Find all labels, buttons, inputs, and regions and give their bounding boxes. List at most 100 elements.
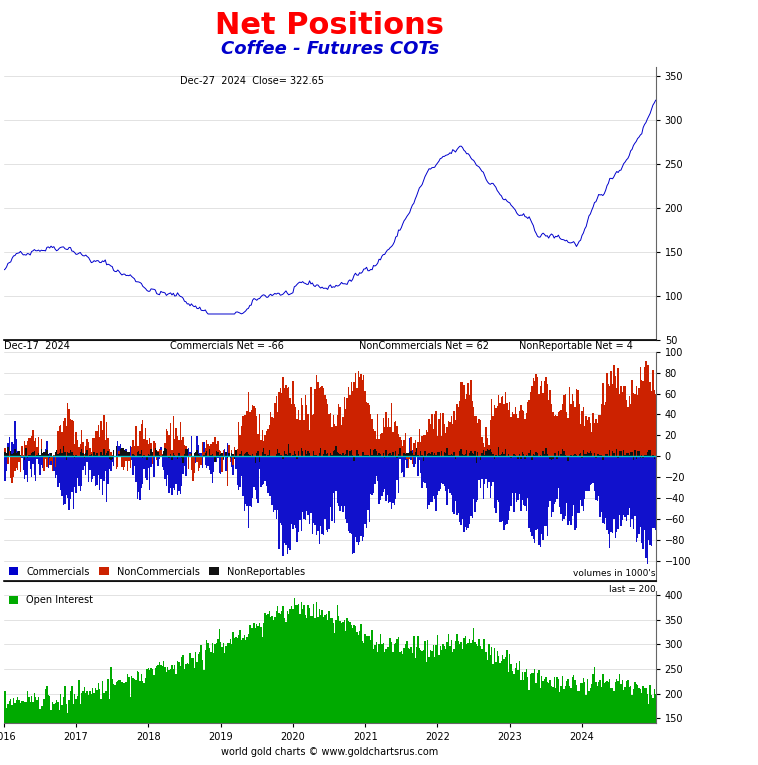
Bar <box>526 412 527 456</box>
Bar <box>198 456 199 470</box>
Bar <box>199 453 200 456</box>
Bar <box>395 422 396 456</box>
Bar <box>27 456 28 457</box>
Bar <box>448 455 449 456</box>
Bar <box>383 418 384 456</box>
Bar <box>373 649 374 765</box>
Bar <box>409 456 410 459</box>
Bar <box>362 451 363 456</box>
Bar <box>111 679 113 765</box>
Bar <box>313 414 315 456</box>
Bar <box>415 440 416 456</box>
Bar <box>86 456 88 462</box>
Bar <box>641 379 643 456</box>
Bar <box>381 644 383 765</box>
Bar <box>181 456 183 486</box>
Bar <box>195 652 196 765</box>
Bar <box>385 412 387 456</box>
Bar <box>116 456 117 469</box>
Bar <box>597 424 598 456</box>
Bar <box>177 661 178 765</box>
Bar <box>438 452 440 456</box>
Bar <box>236 639 238 765</box>
Bar <box>292 381 293 456</box>
Bar <box>120 444 121 456</box>
Bar <box>470 643 471 765</box>
Bar <box>433 456 434 496</box>
Bar <box>573 675 575 765</box>
Bar <box>88 442 89 456</box>
Bar <box>374 456 376 483</box>
Bar <box>268 425 270 456</box>
Bar <box>228 643 230 765</box>
Bar <box>235 456 236 469</box>
Bar <box>288 456 290 549</box>
Bar <box>321 456 323 457</box>
Bar <box>349 456 351 533</box>
Bar <box>512 671 513 765</box>
Bar <box>503 659 505 765</box>
Bar <box>181 440 183 456</box>
Bar <box>64 452 66 456</box>
Bar <box>223 450 224 456</box>
Bar <box>502 456 503 522</box>
Bar <box>606 373 608 456</box>
Bar <box>164 443 166 456</box>
Bar <box>371 456 373 495</box>
Bar <box>21 456 23 458</box>
Bar <box>274 456 275 510</box>
Bar <box>320 456 321 526</box>
Bar <box>305 450 306 456</box>
Bar <box>31 435 33 456</box>
Bar <box>371 455 373 456</box>
Bar <box>498 456 500 502</box>
Bar <box>337 415 338 456</box>
Bar <box>559 456 560 507</box>
Bar <box>625 455 626 456</box>
Bar <box>280 388 281 456</box>
Bar <box>163 451 164 456</box>
Bar <box>253 456 255 457</box>
Bar <box>490 420 491 456</box>
Bar <box>46 441 48 456</box>
Bar <box>451 456 452 495</box>
Bar <box>488 444 490 456</box>
Bar <box>637 685 638 765</box>
Bar <box>573 402 575 456</box>
Bar <box>555 456 556 503</box>
Bar <box>608 456 609 535</box>
Bar <box>285 385 287 456</box>
Bar <box>503 405 505 456</box>
Bar <box>493 456 495 459</box>
Bar <box>653 689 655 765</box>
Bar <box>293 404 295 456</box>
Bar <box>142 456 143 457</box>
Bar <box>408 456 409 460</box>
Bar <box>640 456 641 457</box>
Bar <box>68 409 70 456</box>
Bar <box>427 456 428 509</box>
Bar <box>525 672 526 765</box>
Bar <box>338 456 340 506</box>
Bar <box>495 456 496 513</box>
Bar <box>463 456 465 532</box>
Bar <box>421 436 423 456</box>
Bar <box>459 401 460 456</box>
Bar <box>415 452 416 456</box>
Bar <box>445 453 446 456</box>
Bar <box>224 653 225 765</box>
Bar <box>406 453 408 456</box>
Bar <box>412 653 413 765</box>
Bar <box>508 454 509 456</box>
Bar <box>3 450 5 456</box>
Bar <box>380 456 381 500</box>
Bar <box>427 432 428 456</box>
Bar <box>610 688 612 765</box>
Bar <box>11 442 13 456</box>
Bar <box>50 456 52 465</box>
Bar <box>158 455 160 456</box>
Bar <box>622 392 623 456</box>
Bar <box>331 454 333 456</box>
Bar <box>393 422 395 456</box>
Bar <box>255 628 256 765</box>
